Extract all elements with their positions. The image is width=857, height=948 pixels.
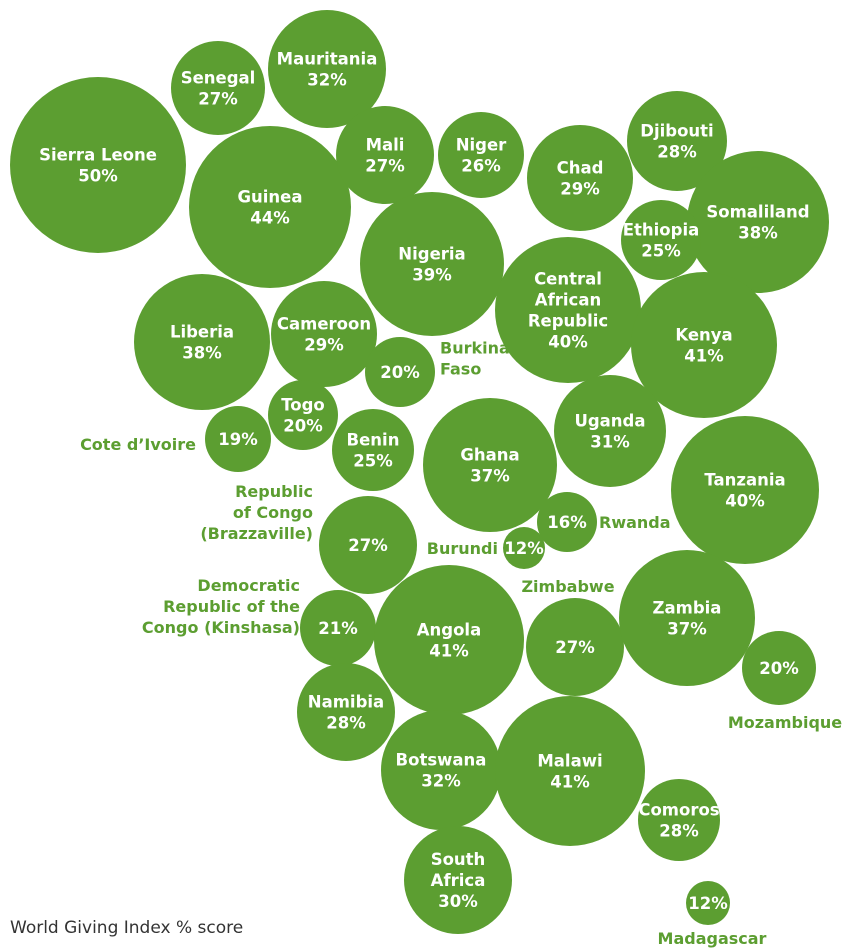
bubble-label-somaliland: Somaliland 38% [706, 203, 809, 243]
bubble-value-madagascar: 12% [688, 894, 728, 913]
bubble-value-zimbabwe: 27% [555, 638, 595, 657]
country-label-burundi: Burundi [427, 539, 498, 558]
country-label-democratic-republic-of-the-congo-kinshasa: Democratic Republic of the Congo (Kinshasa… [142, 576, 300, 637]
bubble-botswana [381, 710, 501, 830]
bubble-label-mauritania: Mauritania 32% [277, 50, 378, 90]
bubble-senegal [171, 41, 265, 135]
country-label-republic-of-congo-brazzaville: Republic of Congo (Brazzaville) [200, 482, 313, 543]
bubble-label-namibia: Namibia 28% [308, 693, 384, 733]
bubble-mauritania [268, 10, 386, 128]
bubble-uganda [554, 375, 666, 487]
bubble-label-comoros: Comoros 28% [638, 801, 719, 841]
bubble-value-republic-of-congo-brazzaville: 27% [348, 536, 388, 555]
bubble-guinea [189, 126, 351, 288]
bubble-niger [438, 112, 524, 198]
bubble-democratic-republic-of-the-congo-kinshasa [300, 590, 376, 666]
bubble-mozambique [742, 631, 816, 705]
bubble-label-djibouti: Djibouti 28% [640, 122, 713, 162]
bubble-benin [332, 409, 414, 491]
country-label-rwanda: Rwanda [599, 513, 671, 532]
bubble-label-nigeria: Nigeria 39% [398, 245, 465, 285]
bubble-value-rwanda: 16% [547, 513, 587, 532]
bubble-liberia [134, 274, 270, 410]
country-label-zimbabwe: Zimbabwe [521, 577, 614, 596]
bubble-sierra-leone [10, 77, 186, 253]
country-label-madagascar: Madagascar [658, 929, 767, 948]
bubble-value-democratic-republic-of-the-congo-kinshasa: 21% [318, 619, 358, 638]
bubble-somaliland [687, 151, 829, 293]
bubble-label-guinea: Guinea 44% [237, 188, 302, 228]
bubble-comoros [638, 779, 720, 861]
country-label-mozambique: Mozambique [728, 713, 842, 732]
bubble-namibia [297, 663, 395, 761]
bubble-label-mali: Mali 27% [365, 136, 405, 176]
bubble-label-angola: Angola 41% [417, 621, 481, 661]
bubble-ethiopia [621, 200, 701, 280]
bubble-kenya [631, 272, 777, 418]
bubble-label-cameroon: Cameroon 29% [277, 315, 371, 355]
bubble-value-burkina-faso: 20% [380, 363, 420, 382]
bubble-chad [527, 125, 633, 231]
bubble-label-sierra-leone: Sierra Leone 50% [39, 146, 157, 186]
bubble-label-uganda: Uganda 31% [574, 412, 645, 452]
chart-caption: World Giving Index % score [10, 918, 244, 938]
bubble-burundi [503, 527, 545, 569]
bubble-rwanda [537, 492, 597, 552]
bubble-value-burundi: 12% [504, 539, 544, 558]
bubble-label-senegal: Senegal 27% [181, 69, 256, 109]
bubble-togo [268, 380, 338, 450]
bubble-label-benin: Benin 25% [347, 431, 400, 471]
bubble-mali [336, 106, 434, 204]
bubble-burkina-faso [365, 337, 435, 407]
bubble-label-chad: Chad 29% [557, 159, 604, 199]
bubble-south-africa [404, 826, 512, 934]
bubble-zimbabwe [526, 598, 624, 696]
bubble-label-ethiopia: Ethiopia 25% [623, 221, 700, 261]
bubble-label-kenya: Kenya 41% [675, 326, 732, 366]
bubble-label-malawi: Malawi 41% [537, 752, 602, 792]
bubble-label-south-africa: South Africa 30% [431, 850, 486, 911]
bubble-central-african-republic [495, 237, 641, 383]
bubble-label-botswana: Botswana 32% [396, 751, 487, 791]
bubble-label-zambia: Zambia 37% [653, 599, 722, 639]
bubble-zambia [619, 550, 755, 686]
bubble-value-cote-d-ivoire: 19% [218, 430, 258, 449]
bubble-ghana [423, 398, 557, 532]
bubble-republic-of-congo-brazzaville [319, 496, 417, 594]
bubble-cote-d-ivoire [205, 406, 271, 472]
bubble-label-liberia: Liberia 38% [170, 323, 234, 363]
bubble-angola [374, 565, 524, 715]
bubble-value-mozambique: 20% [759, 659, 799, 678]
bubble-cameroon [271, 281, 377, 387]
bubble-label-niger: Niger 26% [456, 136, 507, 176]
country-label-burkina-faso: Burkina Faso [440, 339, 510, 379]
country-label-cote-d-ivoire: Cote d’Ivoire [80, 435, 196, 454]
bubble-label-ghana: Ghana 37% [460, 446, 519, 486]
bubble-label-togo: Togo 20% [281, 396, 325, 436]
bubble-tanzania [671, 416, 819, 564]
bubble-label-central-african-republic: Central African Republic 40% [528, 270, 608, 352]
bubble-malawi [495, 696, 645, 846]
bubble-djibouti [627, 91, 727, 191]
bubble-madagascar [686, 881, 730, 925]
bubble-label-tanzania: Tanzania 40% [704, 471, 785, 511]
bubble-nigeria [360, 192, 504, 336]
